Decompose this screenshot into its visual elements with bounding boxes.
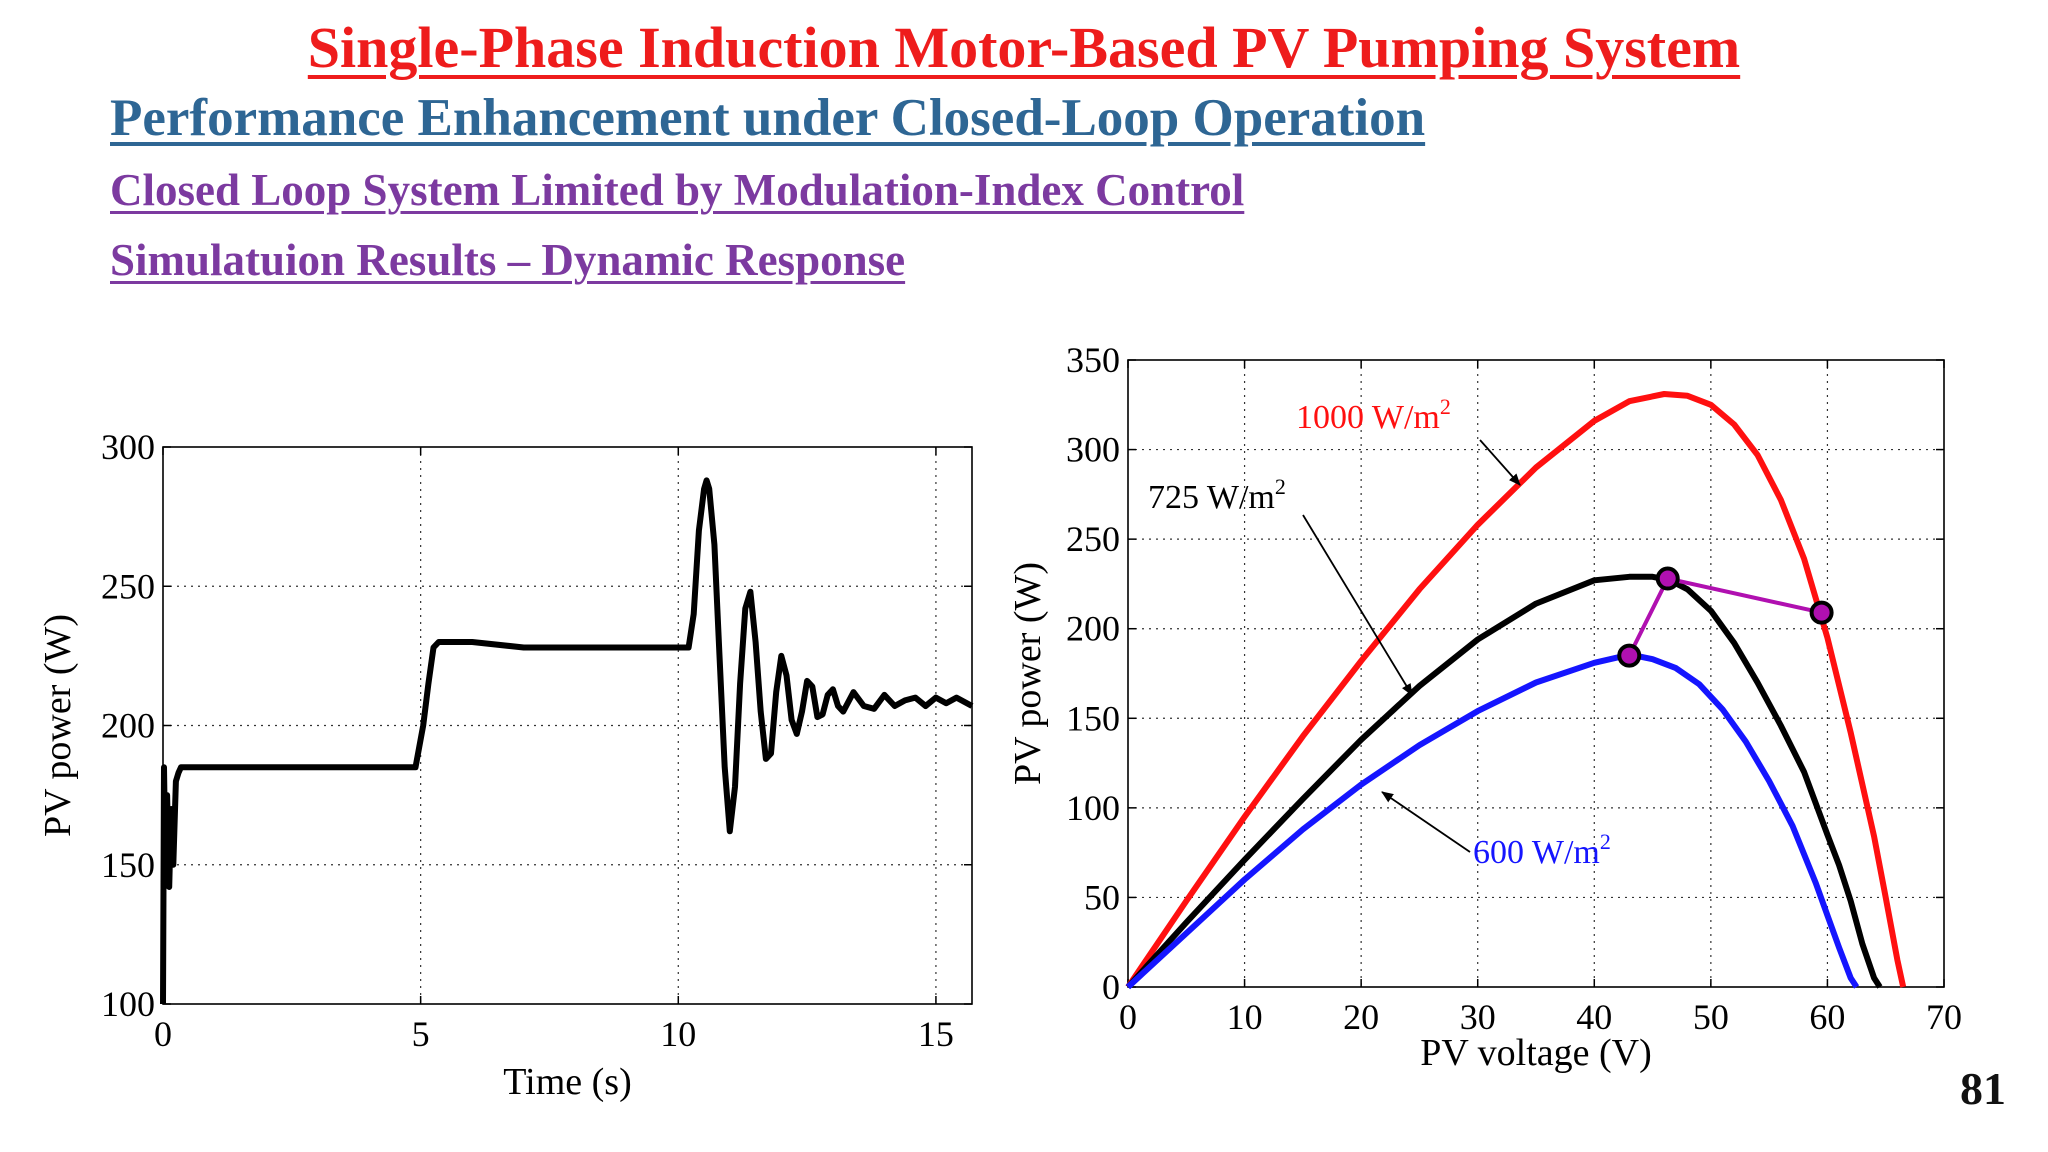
section-heading: Closed Loop System Limited by Modulation…: [110, 165, 1245, 215]
curve-600: [1125, 652, 1860, 990]
curve-annotation: 1000 W/m2: [1296, 394, 1451, 436]
pv-curve-chart: 0 10 20 30 40 50 60 70 0 50 100 150 200 250 300 350 PV v…: [1007, 340, 1962, 1074]
x-tick-label: 60: [1809, 997, 1845, 1037]
y-axis-label: PV power (W): [37, 614, 79, 837]
operating-point-marker: [1809, 600, 1834, 625]
x-tick-label: 70: [1926, 997, 1962, 1037]
slide-title: Single-Phase Induction Motor-Based PV Pu…: [307, 15, 1741, 80]
x-tick-label: 10: [660, 1014, 696, 1054]
y-tick-label: 50: [1084, 877, 1120, 917]
pv-power-trace: [160, 477, 974, 1005]
curve-725: [1125, 573, 1883, 990]
y-axis-label: PV power (W): [1007, 562, 1049, 785]
curve-annotation: 600 W/m2: [1473, 829, 1611, 871]
y-tick-label: 250: [1066, 519, 1120, 559]
y-tick-label: 250: [101, 566, 155, 606]
x-tick-label: 15: [918, 1014, 954, 1054]
y-tick-label: 200: [1066, 609, 1120, 649]
y-tick-label: 300: [101, 427, 155, 467]
y-tick-label: 300: [1066, 430, 1120, 470]
y-tick-label: 100: [1066, 788, 1120, 828]
curve-1000: [1125, 391, 1907, 989]
time-response-chart: 0 5 10 15 100 150 200 250 300 Time (s) PV power (W…: [37, 427, 974, 1103]
x-axis-label: PV voltage (V): [1420, 1032, 1652, 1074]
annotation-arrow: [1479, 439, 1521, 486]
y-tick-label: 0: [1102, 967, 1120, 1007]
x-axis-label: Time (s): [503, 1061, 631, 1103]
y-tick-label: 150: [101, 845, 155, 885]
y-tick-label: 350: [1066, 340, 1120, 380]
annotation-arrow: [1381, 791, 1471, 853]
y-tick-label: 150: [1066, 698, 1120, 738]
operating-point-path: [1627, 576, 1823, 657]
subsection-heading: Simulatuion Results – Dynamic Response: [110, 235, 906, 285]
x-tick-label: 5: [412, 1014, 430, 1054]
page-number: 81: [1960, 1063, 2006, 1114]
x-tick-label: 20: [1343, 997, 1379, 1037]
y-tick-label: 200: [101, 706, 155, 746]
operating-point-marker: [1617, 643, 1642, 668]
x-tick-label: 30: [1460, 997, 1496, 1037]
operating-point-marker: [1655, 566, 1680, 591]
curve-annotation: 725 W/m2: [1148, 474, 1286, 516]
x-tick-label: 10: [1227, 997, 1263, 1037]
x-tick-label: 40: [1576, 997, 1612, 1037]
x-tick-label: 0: [1119, 997, 1137, 1037]
y-tick-label: 100: [101, 984, 155, 1024]
x-tick-label: 0: [154, 1014, 172, 1054]
x-tick-label: 50: [1693, 997, 1729, 1037]
slide-subtitle: Performance Enhancement under Closed-Loo…: [110, 89, 1426, 147]
plot-frame: [1127, 359, 1945, 988]
annotation-arrow: [1302, 514, 1413, 696]
